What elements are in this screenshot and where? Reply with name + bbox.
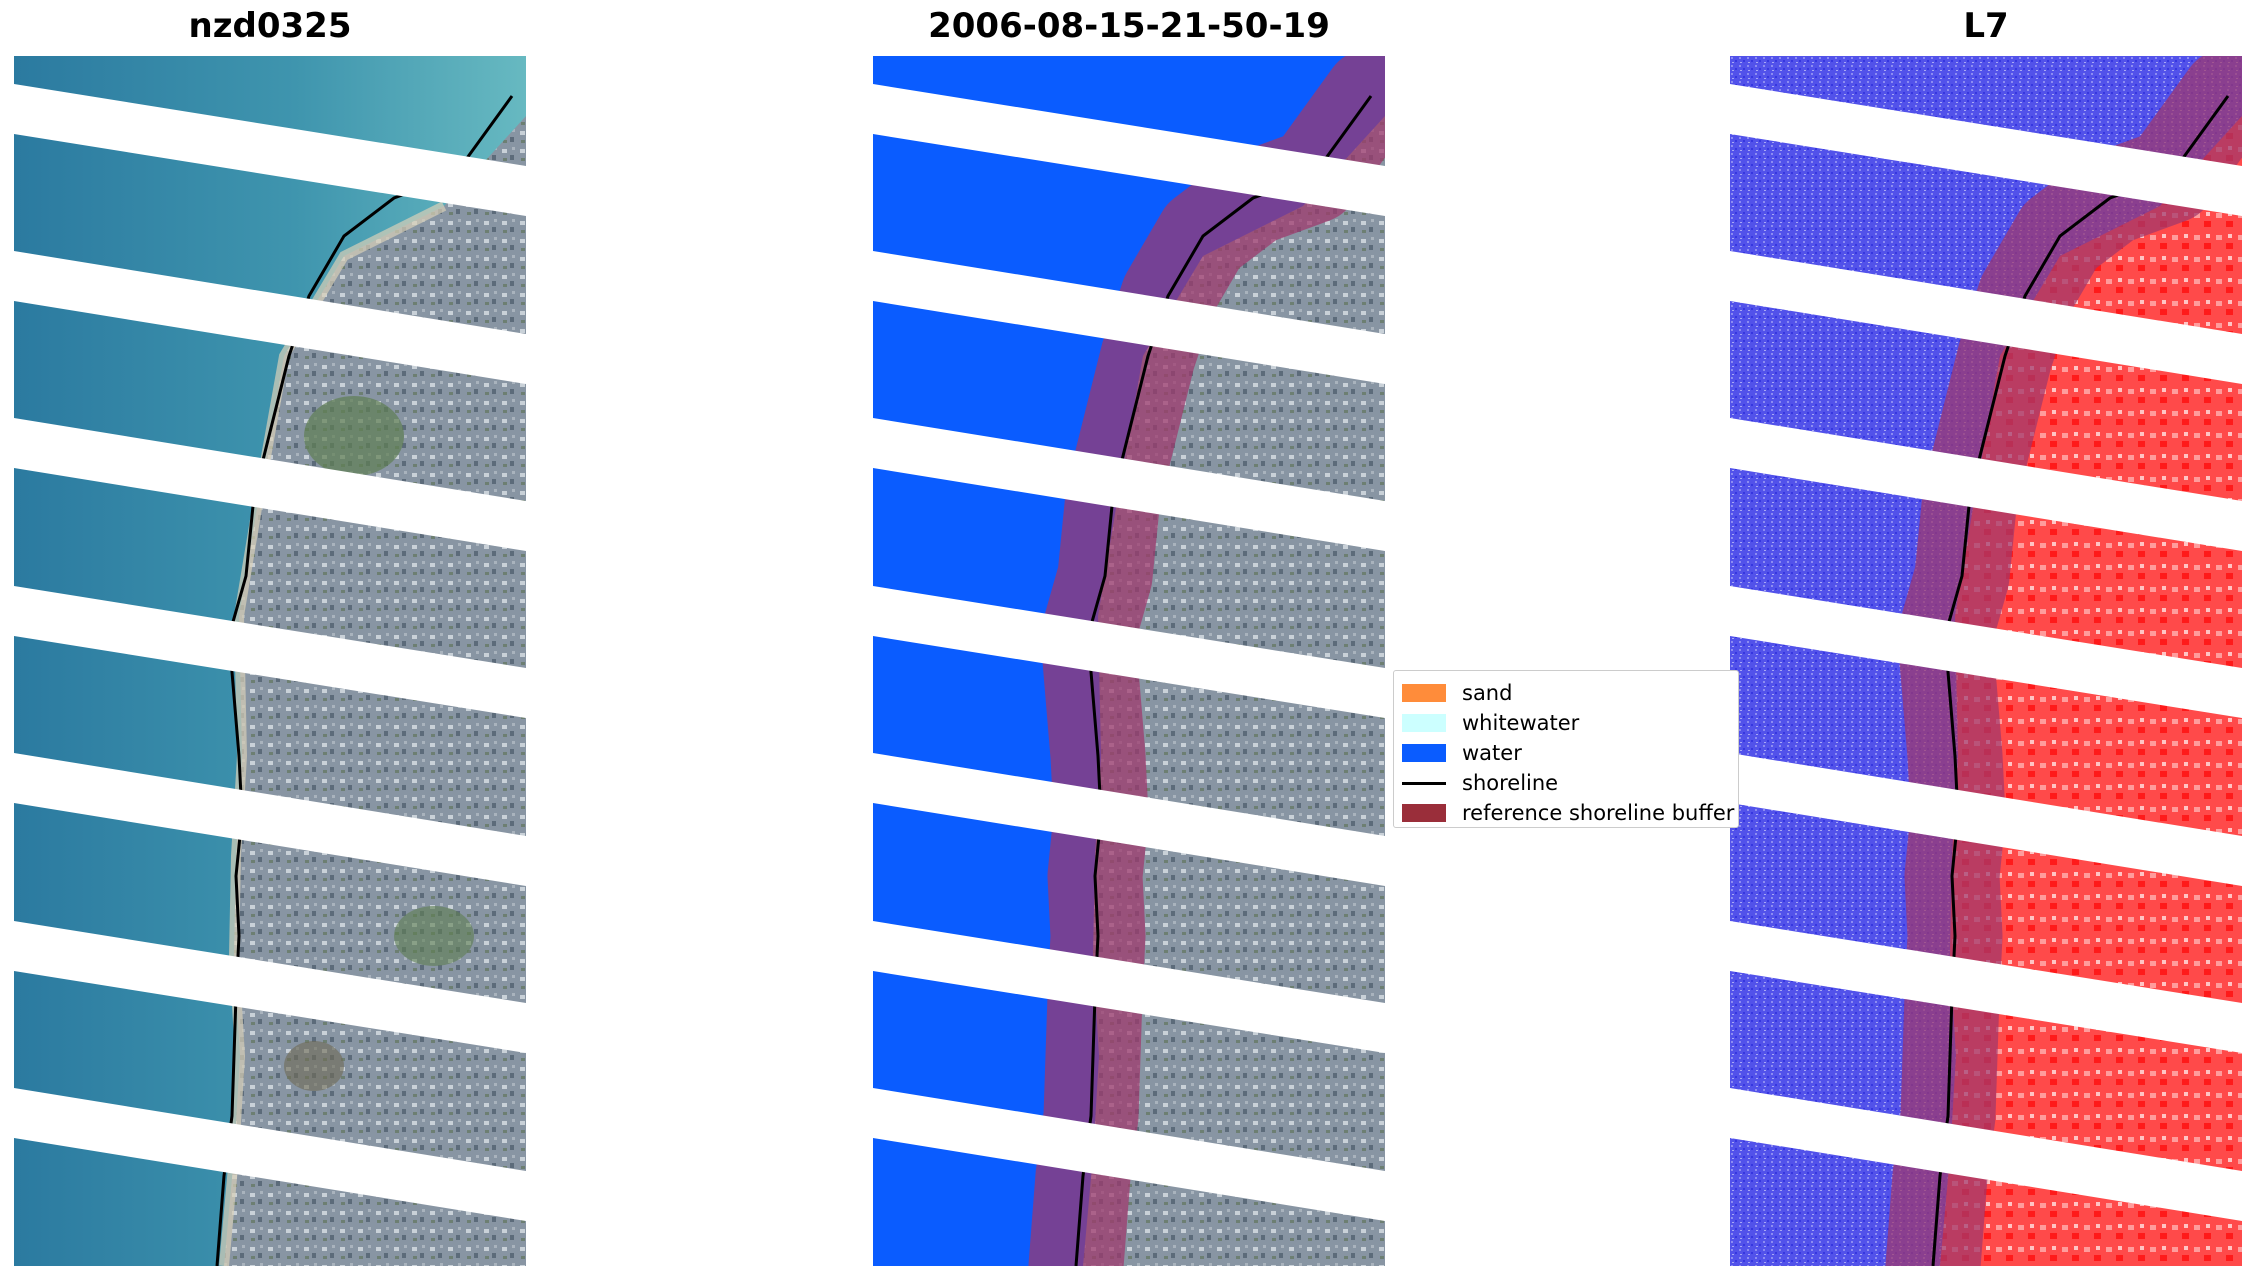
- panel-title-index: L7: [1963, 6, 2009, 46]
- shoreline-line-swatch: [1402, 781, 1446, 785]
- classified-image-panel: [873, 56, 1385, 1266]
- legend-item-sand: sand: [1402, 679, 1512, 707]
- legend-item-water: water: [1402, 739, 1522, 767]
- legend-item-whitewater: whitewater: [1402, 709, 1579, 737]
- legend-label-whitewater: whitewater: [1462, 711, 1580, 735]
- legend-label-sand: sand: [1462, 681, 1513, 705]
- water-swatch: [1402, 744, 1446, 762]
- rgb-image-panel: [14, 56, 526, 1266]
- sand-swatch: [1402, 684, 1446, 702]
- scan-line-gaps: [14, 84, 526, 1221]
- legend-label-shoreline: shoreline: [1462, 771, 1559, 795]
- legend: sand whitewater water shoreline referenc…: [1393, 670, 1739, 828]
- classified-image: [873, 56, 1385, 1266]
- legend-item-shoreline: shoreline: [1402, 769, 1558, 797]
- index-image: [1730, 56, 2242, 1266]
- legend-item-reference-buffer: reference shoreline buffer: [1402, 799, 1734, 827]
- index-image-panel: [1730, 56, 2242, 1266]
- whitewater-swatch: [1402, 714, 1446, 732]
- legend-label-water: water: [1462, 741, 1522, 765]
- panel-title-classified: 2006-08-15-21-50-19: [928, 6, 1330, 46]
- rgb-image: [14, 56, 526, 1266]
- legend-label-reference-buffer: reference shoreline buffer: [1462, 801, 1735, 825]
- panel-title-rgb: nzd0325: [188, 6, 352, 46]
- reference-buffer-swatch: [1402, 804, 1446, 822]
